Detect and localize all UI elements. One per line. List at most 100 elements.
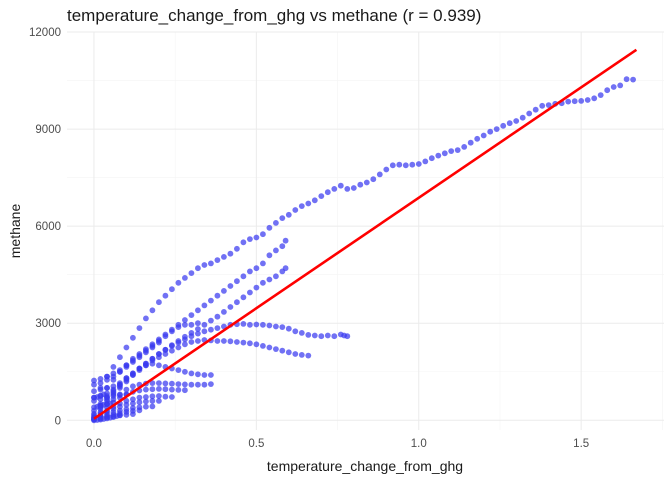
data-point <box>104 376 110 383</box>
data-point <box>221 338 227 344</box>
data-point <box>247 321 253 328</box>
data-point <box>149 386 156 393</box>
data-point <box>104 390 110 397</box>
data-point <box>396 161 403 168</box>
data-point <box>175 344 182 351</box>
data-point <box>149 380 156 386</box>
data-point <box>195 265 201 272</box>
data-point <box>143 394 149 400</box>
regression-line <box>93 48 638 420</box>
data-point <box>422 158 429 165</box>
data-point <box>409 161 416 168</box>
data-point <box>344 186 351 192</box>
data-point <box>318 193 325 200</box>
data-point <box>279 347 286 354</box>
tick-labels: 0.0 0.5 1.0 1.5 0 3000 6000 9000 12000 <box>29 27 589 450</box>
data-point <box>149 393 156 400</box>
data-point <box>123 378 130 385</box>
data-point <box>162 292 169 299</box>
data-point <box>117 412 123 418</box>
data-point <box>292 207 299 213</box>
data-point <box>630 76 636 83</box>
data-point <box>188 381 195 388</box>
data-point <box>324 189 331 196</box>
data-point <box>117 381 123 388</box>
data-point <box>240 239 247 246</box>
data-point <box>149 403 156 410</box>
data-point <box>311 332 318 339</box>
data-point <box>234 278 240 285</box>
data-point <box>208 260 214 267</box>
data-point <box>273 220 279 226</box>
data-point <box>110 364 117 370</box>
data-point <box>169 343 175 349</box>
data-point <box>97 380 104 386</box>
data-point <box>136 399 143 406</box>
data-point <box>214 257 221 263</box>
data-point <box>110 383 117 390</box>
data-point <box>221 254 227 260</box>
data-point <box>188 321 195 328</box>
data-point <box>188 270 195 276</box>
data-point <box>162 386 169 393</box>
data-point <box>201 302 208 309</box>
data-point <box>182 275 188 281</box>
data-point <box>331 186 338 192</box>
data-point <box>247 268 253 275</box>
data-point <box>156 386 162 392</box>
data-point <box>227 304 234 310</box>
data-point <box>214 338 221 344</box>
data-point <box>214 325 221 331</box>
data-point <box>513 118 520 124</box>
data-point <box>454 147 461 154</box>
data-point <box>253 284 260 291</box>
data-point <box>247 236 253 243</box>
data-point <box>282 237 289 244</box>
data-point <box>227 283 234 289</box>
data-point <box>240 294 247 301</box>
data-point <box>305 200 312 207</box>
data-point <box>188 370 195 377</box>
data-point <box>604 87 611 94</box>
data-point <box>214 313 221 320</box>
x-axis-label: temperature_change_from_ghg <box>267 458 463 474</box>
data-point <box>162 346 169 353</box>
data-point <box>435 152 442 159</box>
data-point <box>130 396 136 403</box>
data-point <box>156 393 162 399</box>
data-point <box>162 333 169 340</box>
data-point <box>175 279 182 286</box>
data-point <box>175 387 182 393</box>
data-point <box>97 386 104 393</box>
data-point <box>240 339 247 346</box>
data-point <box>143 386 149 393</box>
data-point <box>565 98 572 105</box>
data-point <box>182 387 188 394</box>
data-point <box>123 401 130 408</box>
data-point <box>487 128 494 135</box>
data-point <box>136 325 143 331</box>
data-point <box>130 411 136 417</box>
data-point <box>305 352 312 359</box>
data-point <box>273 247 279 254</box>
data-point <box>117 368 123 375</box>
data-point <box>175 381 182 387</box>
data-point <box>461 144 468 150</box>
data-point <box>195 371 201 378</box>
data-point <box>260 279 266 286</box>
data-point <box>123 344 130 351</box>
data-point <box>337 331 344 338</box>
data-point <box>305 332 312 338</box>
data-point <box>415 161 422 167</box>
data-point <box>285 325 292 332</box>
data-point <box>474 135 481 142</box>
data-point <box>156 354 162 361</box>
data-point <box>149 307 156 314</box>
data-point <box>130 400 136 407</box>
data-point <box>143 398 149 405</box>
data-point <box>162 351 169 357</box>
data-point <box>169 386 175 393</box>
data-point <box>234 299 240 306</box>
data-point <box>285 211 292 218</box>
